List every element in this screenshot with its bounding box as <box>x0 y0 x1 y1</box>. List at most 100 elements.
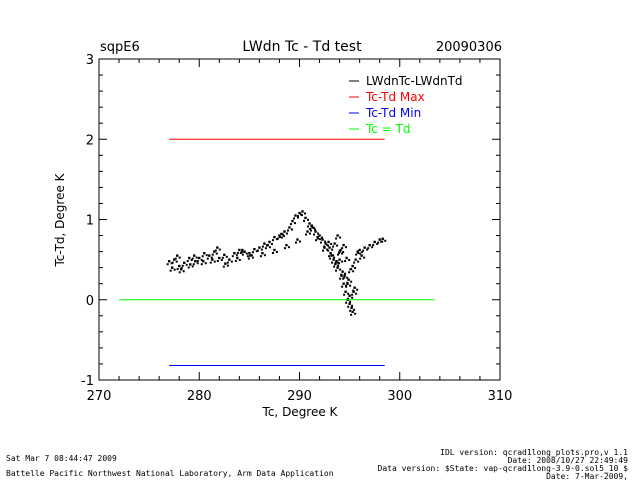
data-point <box>362 249 365 252</box>
data-point <box>351 310 354 313</box>
data-point <box>208 254 211 257</box>
data-point <box>333 265 336 268</box>
data-point <box>337 253 340 256</box>
data-point <box>360 254 363 257</box>
data-point <box>276 237 279 240</box>
data-point <box>249 254 252 257</box>
data-point <box>255 250 258 253</box>
data-point <box>326 243 329 246</box>
data-point <box>304 216 307 220</box>
data-point <box>332 254 335 257</box>
data-point <box>354 258 357 261</box>
data-point <box>372 243 375 246</box>
data-point <box>332 258 335 261</box>
data-point <box>323 246 326 249</box>
data-point <box>339 268 342 271</box>
data-point <box>331 248 334 251</box>
data-point <box>307 218 310 221</box>
data-point <box>297 215 299 218</box>
data-point <box>195 256 198 259</box>
data-point <box>351 264 354 268</box>
data-point <box>358 248 361 252</box>
data-point <box>275 238 278 241</box>
data-point <box>224 262 227 265</box>
data-point <box>223 253 226 257</box>
data-point <box>214 249 217 252</box>
data-point <box>170 266 174 269</box>
data-point <box>251 256 254 259</box>
data-point <box>350 280 353 283</box>
data-point <box>238 248 241 252</box>
data-point <box>347 297 350 300</box>
data-point <box>357 251 360 254</box>
data-point <box>354 267 357 270</box>
data-point <box>344 272 347 275</box>
data-point <box>294 214 297 217</box>
data-point <box>310 224 313 228</box>
data-point <box>328 255 331 258</box>
data-point <box>344 260 347 263</box>
data-point <box>243 250 246 253</box>
data-point <box>209 261 212 264</box>
data-point <box>188 256 191 260</box>
data-point <box>355 292 358 295</box>
data-point <box>181 264 184 267</box>
data-point <box>289 223 292 226</box>
data-point <box>313 226 316 229</box>
data-point <box>247 257 250 260</box>
data-point <box>268 240 271 244</box>
data-point <box>211 253 214 256</box>
data-point <box>292 217 295 220</box>
data-point <box>338 258 341 261</box>
data-point <box>309 232 312 235</box>
data-point <box>280 232 283 236</box>
legend: LWdnTc-LWdnTd Tc-Td Max Tc-Td Min Tc = Td <box>349 74 463 136</box>
data-point <box>169 269 172 272</box>
data-point <box>343 293 346 296</box>
data-point <box>354 312 357 315</box>
data-point <box>359 252 362 255</box>
data-point <box>376 242 379 245</box>
data-point <box>301 210 304 213</box>
data-point <box>309 227 312 230</box>
data-point <box>259 255 262 258</box>
data-point <box>285 232 288 235</box>
data-point <box>341 270 344 273</box>
data-point <box>226 261 229 264</box>
data-point <box>318 234 321 237</box>
data-point <box>234 260 237 263</box>
data-point <box>271 239 274 242</box>
footer-idl-version: IDL version: qcrad1long_plots.pro,v 1.1 <box>440 448 628 457</box>
data-point <box>241 253 244 256</box>
data-point <box>166 263 169 266</box>
data-point <box>335 260 338 263</box>
legend-label: LWdnTc-LWdnTd <box>366 74 463 88</box>
data-point <box>285 243 288 247</box>
data-point <box>314 228 317 231</box>
footer-run-date: Date: 7-Mar-2009, <box>546 472 628 481</box>
data-point <box>367 247 370 250</box>
x-tick-label: 270 <box>87 389 112 404</box>
data-point <box>278 234 281 237</box>
data-point <box>266 243 269 247</box>
data-point <box>342 282 345 285</box>
data-point <box>256 249 259 252</box>
data-point <box>333 242 336 245</box>
data-point <box>263 242 266 245</box>
series-layer <box>119 138 435 367</box>
x-axis: 270 280 290 300 310 <box>87 59 512 404</box>
data-point <box>321 238 324 241</box>
data-point <box>340 274 343 277</box>
data-point <box>281 233 284 236</box>
data-point <box>250 254 253 257</box>
data-point <box>238 259 241 262</box>
data-point <box>338 250 341 253</box>
data-point <box>320 241 323 244</box>
data-point <box>273 235 276 239</box>
data-point <box>298 211 301 215</box>
date-label: 20090306 <box>436 40 502 55</box>
data-point <box>359 257 362 260</box>
data-point <box>213 250 216 253</box>
data-point <box>288 226 291 229</box>
data-point <box>170 262 173 265</box>
